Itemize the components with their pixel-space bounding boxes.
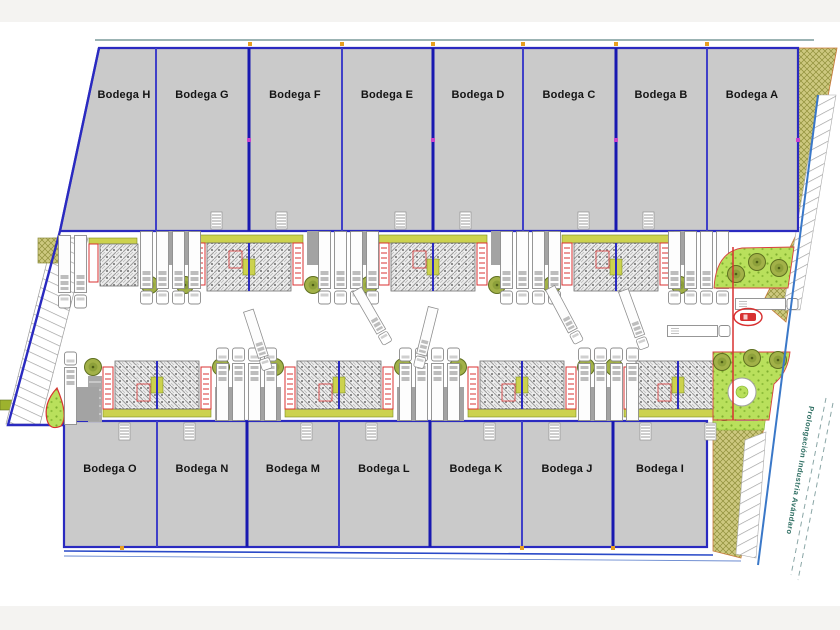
entrance-landscape-top [713, 246, 795, 289]
unit-label-bodega-a: Bodega A [725, 89, 779, 101]
unit-label-bodega-n: Bodega N [175, 463, 229, 475]
unit-label-bodega-o: Bodega O [83, 463, 137, 475]
unit-label-bodega-i: Bodega I [635, 463, 685, 475]
unit-label-bodega-h: Bodega H [97, 89, 151, 101]
unit-label-bodega-k: Bodega K [449, 463, 503, 475]
unit-label-bodega-b: Bodega B [634, 89, 688, 101]
tree-icon [770, 259, 788, 277]
dock-cluster-partial [88, 237, 139, 287]
unit-label-bodega-e: Bodega E [360, 89, 414, 101]
tree-icon [713, 353, 731, 371]
tree-icon [727, 265, 745, 283]
buffer-strip-bottom-right [0, 397, 769, 559]
letterbox-top [0, 0, 840, 22]
unit-label-bodega-f: Bodega F [269, 89, 321, 101]
unit-label-bodega-d: Bodega D [451, 89, 505, 101]
car-icon [733, 307, 763, 327]
unit-label-bodega-j: Bodega J [541, 463, 593, 475]
unit-label-bodega-c: Bodega C [542, 89, 596, 101]
tree-icon [748, 253, 766, 271]
unit-label-bodega-l: Bodega L [358, 463, 410, 475]
property-line-right [757, 94, 834, 581]
warehouse-row-bottom [62, 419, 709, 549]
unit-label-bodega-g: Bodega G [175, 89, 229, 101]
tree-icon [743, 349, 761, 367]
diagonal-parking-top-right [782, 94, 837, 311]
letterbox-bottom [0, 606, 840, 630]
diagonal-parking-bottom-right [735, 431, 767, 559]
warehouse-row-top [58, 46, 800, 233]
site-boundary-bottom [63, 550, 742, 562]
survey-markers [120, 42, 800, 550]
unit-label-bodega-m: Bodega M [265, 463, 321, 475]
